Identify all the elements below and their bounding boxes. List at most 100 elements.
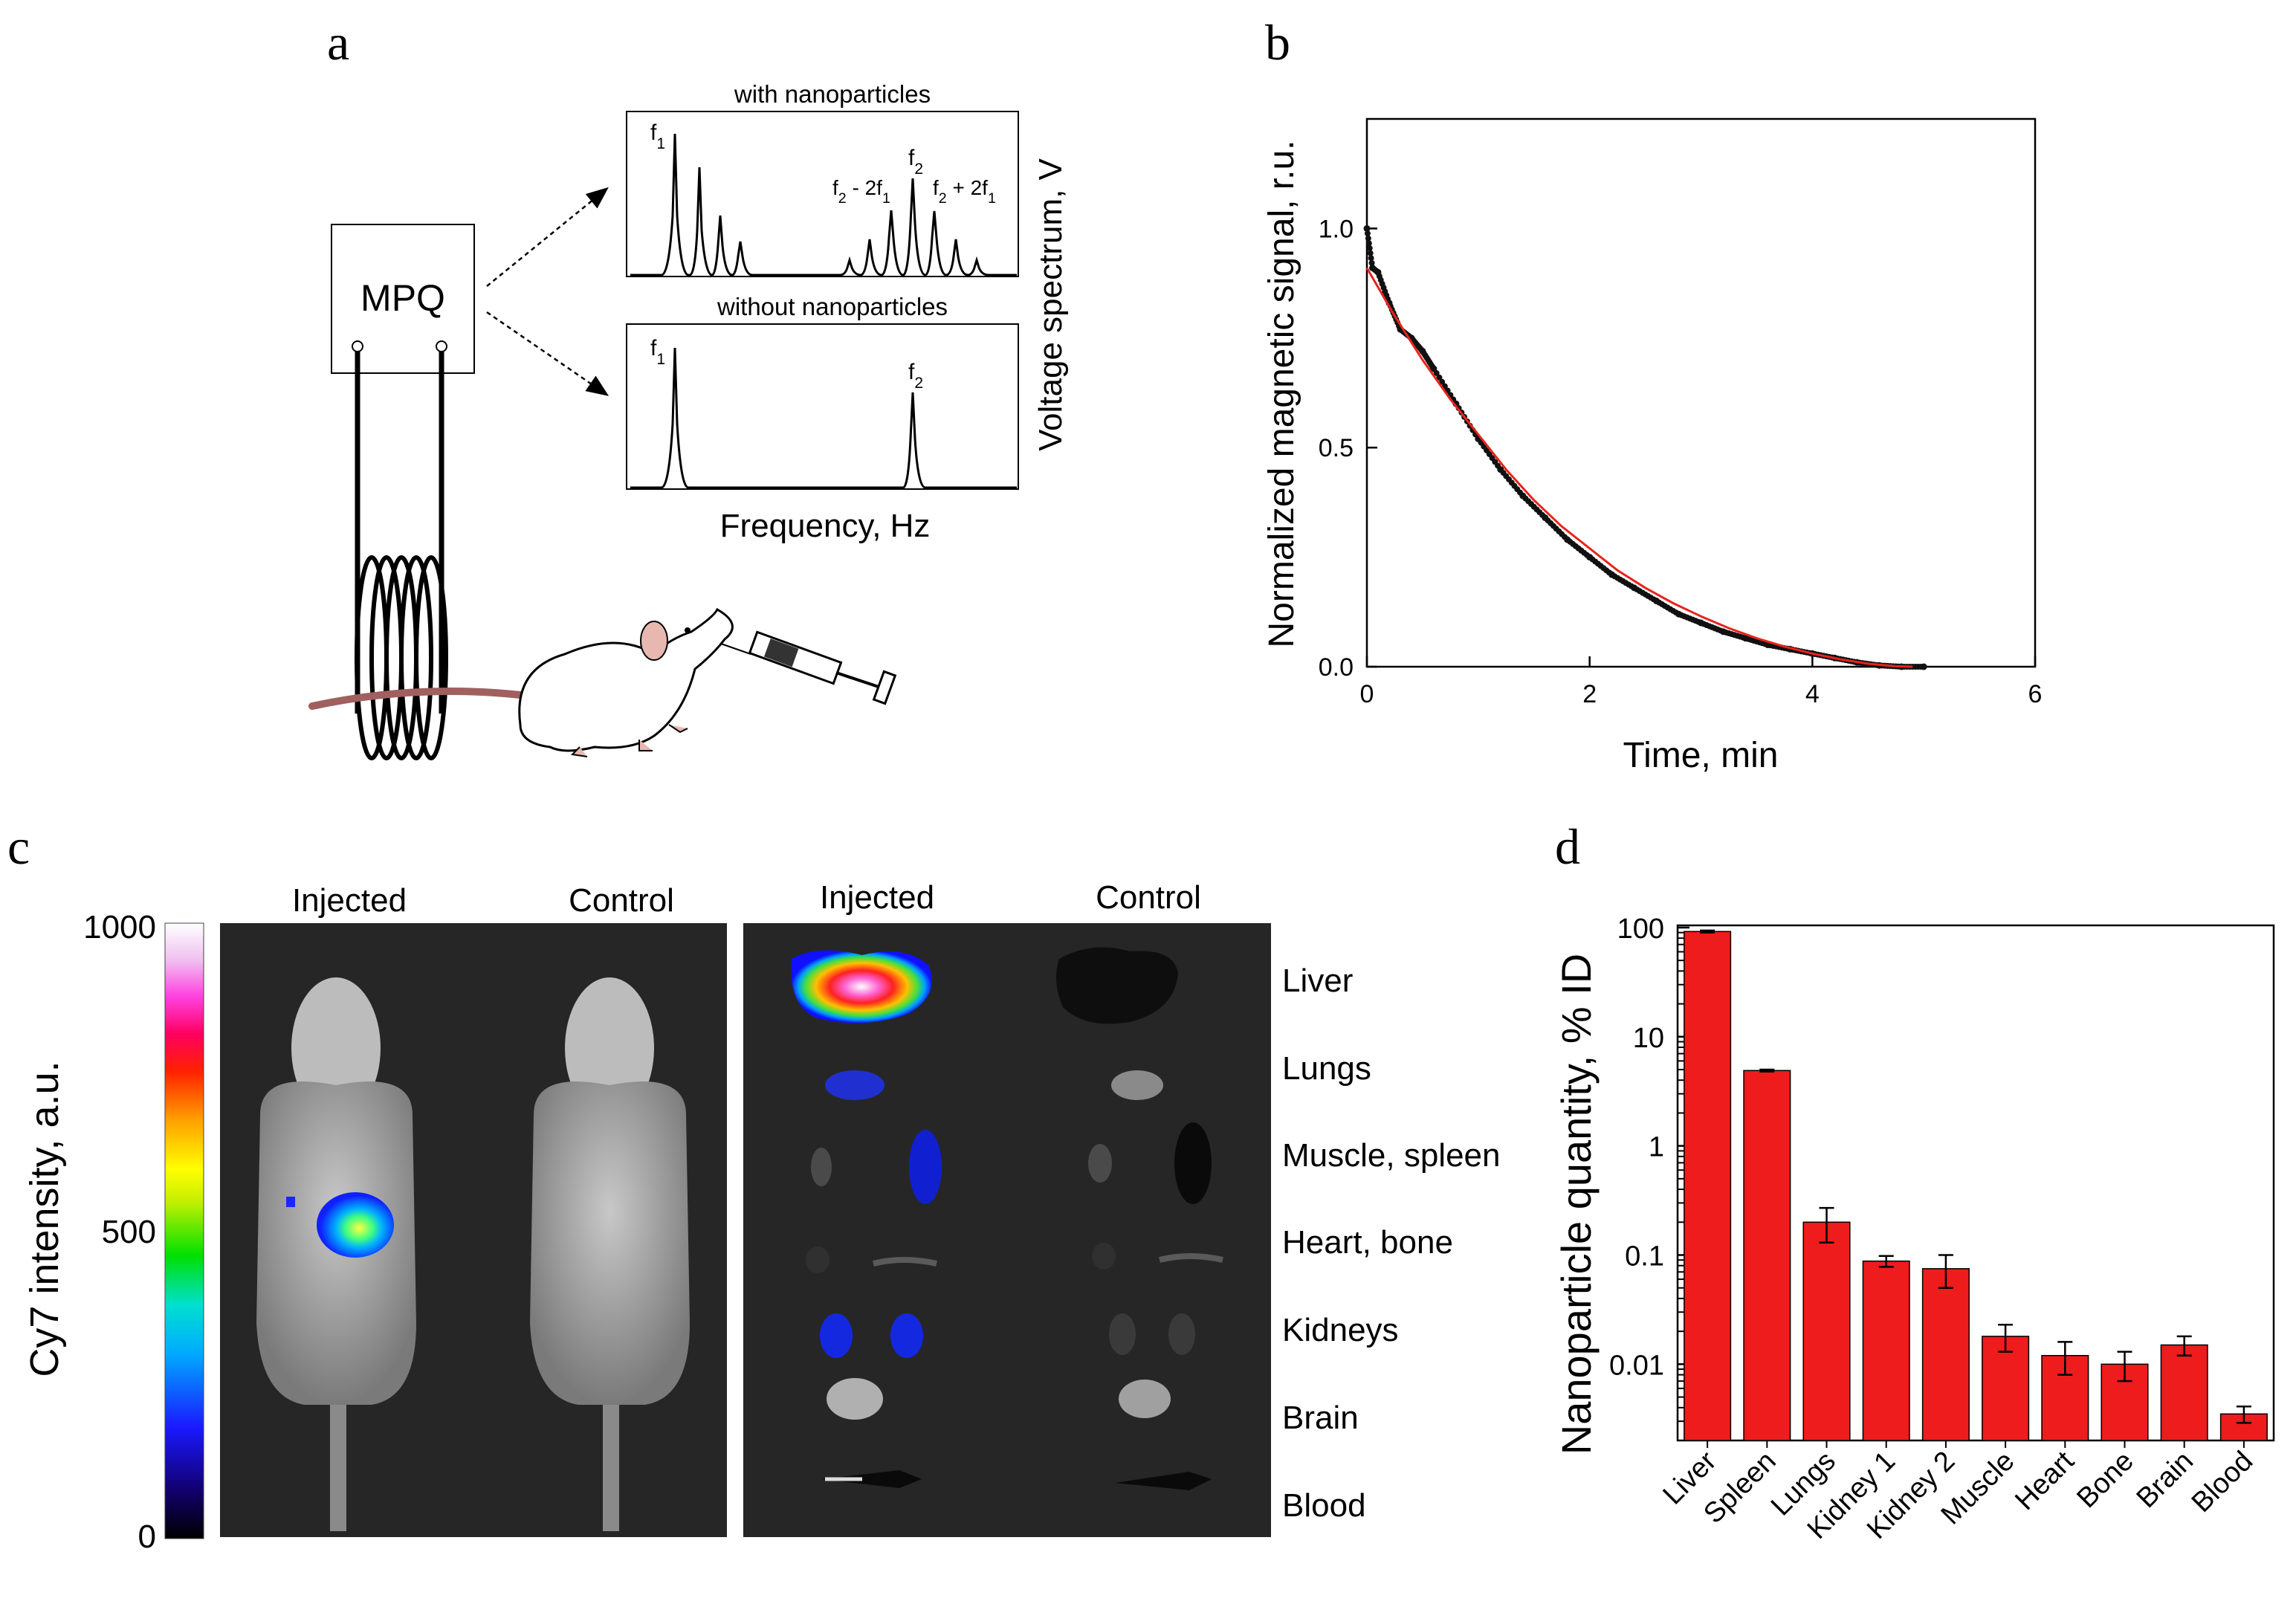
bottom-spectrum-peaks	[630, 347, 1017, 489]
organ-labels: Liver Lungs Muscle, spleen Heart, bone Kidne…	[1282, 963, 1500, 1524]
bar-lungs	[1802, 1221, 1851, 1441]
kidney-control-1	[1109, 1313, 1136, 1355]
y-tick-label: 1.0	[1319, 215, 1354, 243]
x-tick-label: 6	[2028, 680, 2043, 708]
colorbar-tick-0: 0	[138, 1519, 156, 1555]
bottom-spectrum-frame	[626, 323, 1019, 490]
kidney-injected-2	[890, 1313, 923, 1358]
heart-injected	[806, 1246, 830, 1273]
mpq-terminal-left	[352, 340, 363, 352]
y-tick-label: 0.5	[1319, 434, 1354, 462]
brain-injected	[827, 1378, 883, 1420]
mouse-injected	[256, 977, 416, 1531]
x-category-label: Bone	[2071, 1446, 2139, 1514]
biodistribution-y-axis-label: Nanoparticle quantity, % ID	[1553, 954, 1600, 1455]
panel-d-letter: d	[1555, 818, 1580, 875]
liver-control	[1056, 947, 1178, 1024]
kidney-injected-1	[820, 1313, 853, 1358]
muscle-control	[1088, 1144, 1112, 1183]
panel-c: c 1000 500 0 Cy7 intensity, a.u. Injecte…	[7, 818, 1500, 1555]
data-point	[1365, 235, 1371, 242]
y-tick-label: 10	[1633, 1023, 1664, 1054]
mouse-illustration	[308, 607, 734, 757]
top-spectrum-peaks	[630, 133, 1017, 277]
x-tick-label: 2	[1582, 680, 1597, 708]
mpq-terminal-right	[436, 340, 447, 352]
blood-injected	[821, 1470, 922, 1488]
data-point	[1363, 224, 1371, 232]
organ-blobs	[791, 947, 1223, 1490]
colorbar-tick-1000: 1000	[83, 909, 156, 945]
mouse-foot-back	[570, 746, 588, 757]
organ-label: Liver	[1282, 963, 1353, 999]
biodistribution-bars	[1684, 929, 2268, 1448]
voltage-axis-label: Voltage spectrum, V	[1032, 158, 1069, 450]
panel-b: b 0 2 4 6 0.0 0.5 1.0 Time, min Normalized mag…	[1262, 14, 2042, 775]
bar-spleen	[1743, 1070, 1791, 1441]
decay-y-axis-label: Normalized magnetic signal, r.u.	[1262, 140, 1301, 648]
bar-liver	[1684, 931, 1732, 1441]
x-tick-label: 0	[1360, 680, 1374, 708]
spleen-injected	[909, 1130, 942, 1204]
heart-control	[1092, 1243, 1116, 1270]
decay-fit-line	[1365, 267, 1913, 668]
right-header-control: Control	[1096, 879, 1201, 916]
organ-label: Blood	[1282, 1487, 1366, 1524]
data-point	[1368, 255, 1374, 262]
decay-x-axis-label: Time, min	[1623, 736, 1779, 775]
colorbar-label: Cy7 intensity, a.u.	[22, 1061, 67, 1377]
mouse-control	[530, 977, 690, 1531]
organ-label: Lungs	[1282, 1050, 1371, 1087]
organ-label: Heart, bone	[1282, 1224, 1453, 1261]
bottom-spectrum-title: without nanoparticles	[717, 293, 948, 320]
data-point	[1436, 374, 1443, 381]
data-point	[1366, 245, 1373, 251]
kidney-control-2	[1168, 1313, 1195, 1355]
lungs-control	[1111, 1070, 1163, 1100]
mouse-tail	[308, 688, 524, 710]
left-header-control: Control	[569, 882, 674, 919]
blood-control	[1115, 1472, 1212, 1490]
bar-kidney-1	[1862, 1260, 1910, 1441]
organ-label: Brain	[1282, 1400, 1359, 1436]
mouse-eye	[685, 627, 691, 633]
bone-injected	[873, 1257, 937, 1267]
frequency-axis-label: Frequency, Hz	[720, 508, 931, 544]
y-tick-label: 0.0	[1319, 653, 1354, 682]
brain-control	[1119, 1380, 1171, 1418]
top-spectrum-frame	[626, 111, 1019, 277]
data-point	[1368, 259, 1375, 266]
mouse-foot-fore	[668, 724, 688, 734]
y-tick-label: 1	[1649, 1132, 1664, 1163]
right-header-injected: Injected	[820, 879, 934, 916]
biodistribution-ticks: 100 10 1 0.1 0.01	[1609, 913, 1689, 1441]
y-tick-label: 0.1	[1625, 1241, 1664, 1272]
mouse-ear	[640, 621, 668, 661]
spleen-control	[1174, 1122, 1212, 1204]
data-point	[1439, 378, 1446, 385]
mouse-control-body	[530, 1081, 690, 1405]
panel-a-letter: a	[327, 14, 349, 71]
organ-label: Muscle, spleen	[1282, 1137, 1500, 1174]
panel-a: a MPQ with nanoparticles f1 f2 f2 - 2f1 …	[308, 14, 1069, 760]
mouse-injected-signal	[317, 1192, 394, 1258]
panel-c-letter: c	[7, 818, 30, 875]
left-header-injected: Injected	[292, 882, 407, 919]
muscle-injected	[811, 1148, 832, 1186]
arrow-to-top-spectrum	[486, 187, 609, 287]
x-category-label: Heart	[2009, 1445, 2080, 1516]
data-point	[1433, 369, 1440, 376]
data-point	[1364, 230, 1371, 237]
decay-plot-frame	[1365, 117, 2037, 668]
bone-control	[1159, 1253, 1223, 1263]
data-point	[1367, 250, 1374, 256]
y-tick-label: 100	[1617, 913, 1664, 945]
bar-brain	[2160, 1344, 2208, 1441]
colorbar-tick-500: 500	[102, 1214, 156, 1250]
mouse-injected-signal-spot	[286, 1197, 295, 1207]
coil-icon	[355, 555, 448, 760]
decay-plot-ticks: 0 2 4 6 0.0 0.5 1.0	[1319, 215, 2043, 708]
